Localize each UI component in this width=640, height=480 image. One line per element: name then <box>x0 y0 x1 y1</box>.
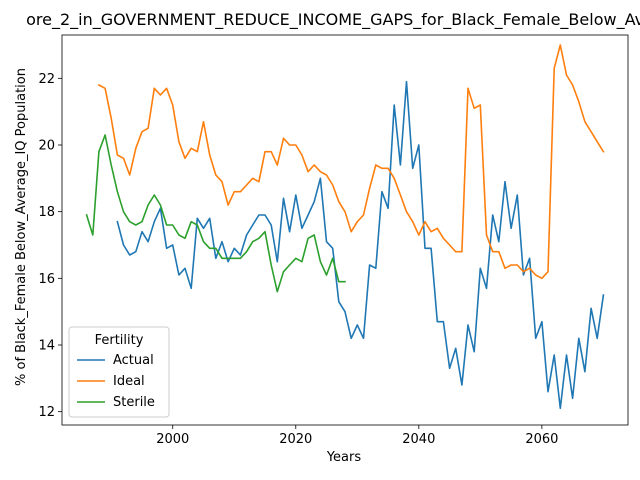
x-axis-label: Years <box>326 450 362 465</box>
y-tick-label: 16 <box>38 272 55 287</box>
axes-frame <box>61 34 629 426</box>
legend-label-sterile: Sterile <box>113 395 155 410</box>
x-tick-label: 2060 <box>525 432 558 447</box>
y-tick-label: 12 <box>38 405 55 420</box>
legend-box <box>68 326 170 418</box>
chart-title: ore_2_in_GOVERNMENT_REDUCE_INCOME_GAPS_f… <box>26 10 640 30</box>
series-layer <box>85 44 605 410</box>
x-tick-label: 2020 <box>279 432 312 447</box>
legend-label-ideal: Ideal <box>113 374 145 389</box>
y-axis-label: % of Black_Female Below_Average_IQ Popul… <box>14 68 29 386</box>
series-line-actual <box>116 80 605 410</box>
y-tick-label: 22 <box>38 72 55 87</box>
legend-label-actual: Actual <box>113 353 154 368</box>
y-tick-label: 14 <box>38 339 55 354</box>
x-tick-label: 2040 <box>402 432 435 447</box>
series-line-sterile <box>85 134 346 293</box>
legend-title: Fertility <box>95 333 144 348</box>
y-tick-label: 18 <box>38 205 55 220</box>
x-tick-label: 2000 <box>156 432 189 447</box>
y-tick-label: 20 <box>38 139 55 154</box>
series-line-ideal <box>97 44 605 280</box>
axes-layer: 2000 2020 2040 2060 12 14 16 18 20 22 <box>38 34 629 447</box>
legend: Fertility Actual Ideal Sterile <box>68 326 170 418</box>
